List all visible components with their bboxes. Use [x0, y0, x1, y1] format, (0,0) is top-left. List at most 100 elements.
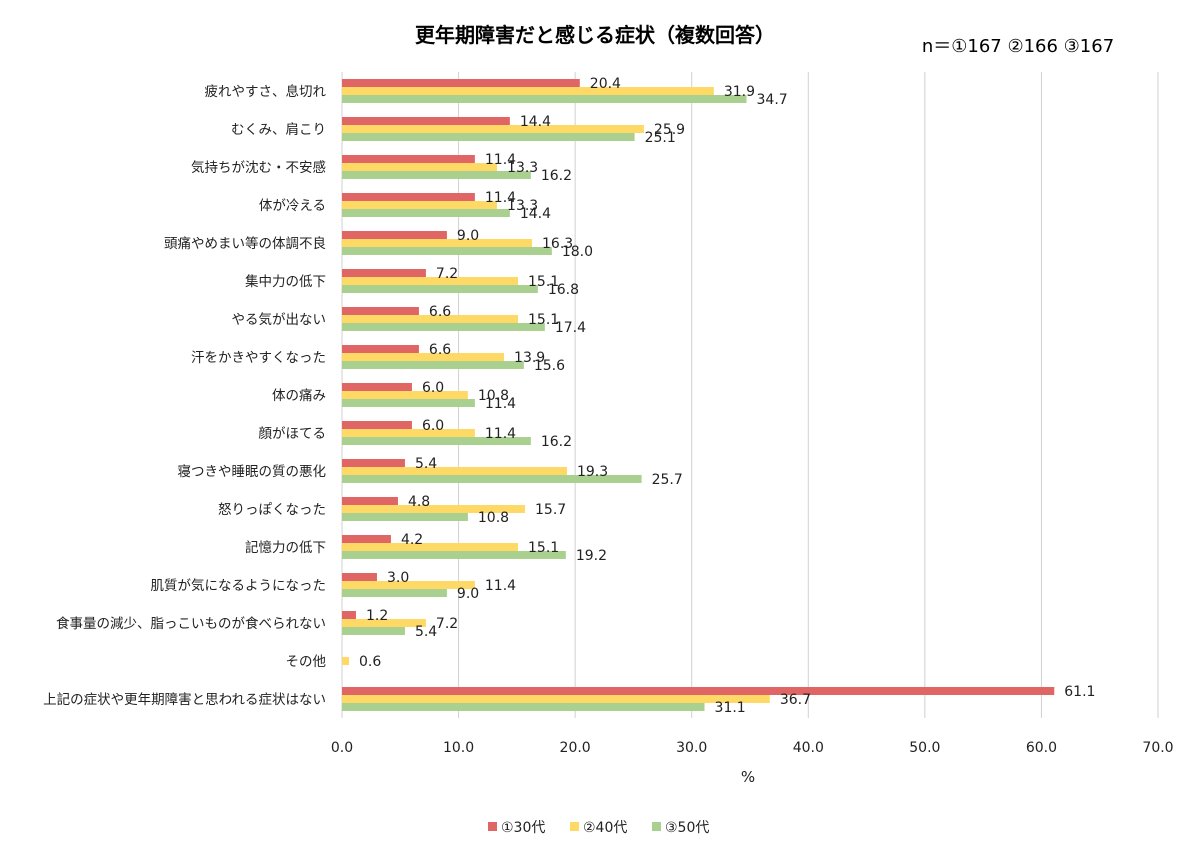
data-label: 7.2	[436, 616, 458, 632]
data-label: 25.1	[645, 130, 676, 146]
bar	[342, 163, 498, 171]
category-label: 上記の症状や更年期障害と思われる症状はない	[43, 691, 326, 708]
data-label: 18.0	[562, 244, 593, 260]
data-label: 36.7	[780, 692, 811, 708]
bar	[342, 239, 533, 247]
data-label: 6.6	[429, 304, 451, 320]
x-tick-label: 20.0	[560, 740, 591, 756]
bar	[342, 315, 519, 323]
bar	[342, 125, 644, 133]
bar	[342, 421, 412, 429]
bar	[342, 269, 426, 277]
data-labels: 20.4 31.9 34.714.4 25.925.111.413.3 16.211.4…	[359, 76, 1095, 716]
data-label: 15.1	[528, 274, 559, 290]
sample-size-note: n＝①167 ②166 ③167	[922, 36, 1114, 57]
data-label: 15.6	[534, 358, 565, 374]
data-label: 0.6	[359, 654, 381, 670]
bar	[342, 467, 567, 475]
data-label: 15.1	[528, 312, 559, 328]
data-label: 13.3	[507, 198, 538, 214]
bar	[342, 581, 475, 589]
bar	[342, 133, 635, 141]
data-label: 34.7	[757, 92, 788, 108]
data-label: 4.2	[401, 532, 423, 548]
data-label: 13.3	[507, 160, 538, 176]
bar	[342, 247, 552, 255]
data-label: 6.0	[422, 418, 444, 434]
data-label: 10.8	[478, 510, 509, 526]
x-tick-label: 50.0	[909, 740, 940, 756]
data-label: 15.1	[528, 540, 559, 556]
bar	[342, 429, 475, 437]
bar	[342, 687, 1055, 695]
data-label: 16.2	[541, 168, 572, 184]
bar	[342, 551, 566, 559]
category-label: 寝つきや睡眠の質の悪化	[178, 463, 327, 480]
data-label: 20.4	[590, 76, 621, 92]
data-label: 4.8	[408, 494, 430, 510]
category-labels: 疲れやすさ、息切れむくみ、肩こり気持ちが沈む・不安感体が冷える頭痛やめまい等の体…	[43, 83, 326, 708]
x-axis-label: %	[741, 768, 755, 786]
data-label: 14.4	[520, 206, 551, 222]
legend-swatch	[570, 822, 579, 831]
bar	[342, 155, 475, 163]
bars	[342, 79, 1055, 711]
data-label: 19.2	[576, 548, 607, 564]
category-label: やる気が出ない	[232, 312, 327, 328]
bar	[342, 361, 524, 369]
category-label: 疲れやすさ、息切れ	[205, 83, 327, 100]
gridlines	[341, 72, 1159, 718]
bar	[342, 505, 526, 513]
bar	[342, 695, 770, 703]
data-label: 14.4	[520, 114, 551, 130]
data-label: 10.8	[478, 388, 509, 404]
x-tick-label: 0.0	[331, 740, 353, 756]
data-label: 11.4	[485, 190, 516, 206]
bar	[342, 323, 545, 331]
bar	[342, 611, 356, 619]
x-tick-label: 60.0	[1026, 740, 1057, 756]
bar	[342, 193, 475, 201]
bar	[342, 95, 747, 103]
x-tick-label: 30.0	[676, 740, 707, 756]
data-label: 6.6	[429, 342, 451, 358]
data-label: 5.4	[415, 456, 437, 472]
data-label: 19.3	[577, 464, 608, 480]
bar	[342, 231, 447, 239]
bar	[342, 573, 377, 581]
data-label: 11.4	[485, 152, 516, 168]
data-label: 9.0	[457, 228, 479, 244]
data-label: 16.8	[548, 282, 579, 298]
bar	[342, 201, 498, 209]
bar	[342, 209, 510, 217]
legend-swatch	[488, 822, 497, 831]
category-label: 顔がほてる	[259, 426, 327, 442]
bar	[342, 285, 538, 293]
x-tick-label: 40.0	[793, 740, 824, 756]
bar	[342, 171, 531, 179]
bar	[342, 399, 475, 407]
data-label: 31.1	[715, 700, 746, 716]
bar	[342, 497, 398, 505]
bar	[342, 589, 447, 597]
data-label: 17.4	[555, 320, 586, 336]
bar	[342, 307, 419, 315]
bar	[342, 657, 349, 665]
x-tick-label: 10.0	[443, 740, 474, 756]
bar	[342, 459, 405, 467]
category-label: 記憶力の低下	[245, 539, 326, 556]
legend-swatch	[652, 822, 661, 831]
data-label: 11.4	[485, 396, 516, 412]
category-label: 怒りっぽくなった	[218, 502, 326, 518]
data-label: 7.2	[436, 266, 458, 282]
bar	[342, 475, 642, 483]
data-label: 5.4	[415, 624, 437, 640]
data-label: 9.0	[457, 586, 479, 602]
data-label: 25.7	[652, 472, 683, 488]
bar	[342, 627, 405, 635]
legend-label: ②40代	[583, 820, 627, 836]
data-label: 11.4	[485, 578, 516, 594]
data-label: 6.0	[422, 380, 444, 396]
data-label: 15.7	[535, 502, 566, 518]
bar	[342, 117, 510, 125]
